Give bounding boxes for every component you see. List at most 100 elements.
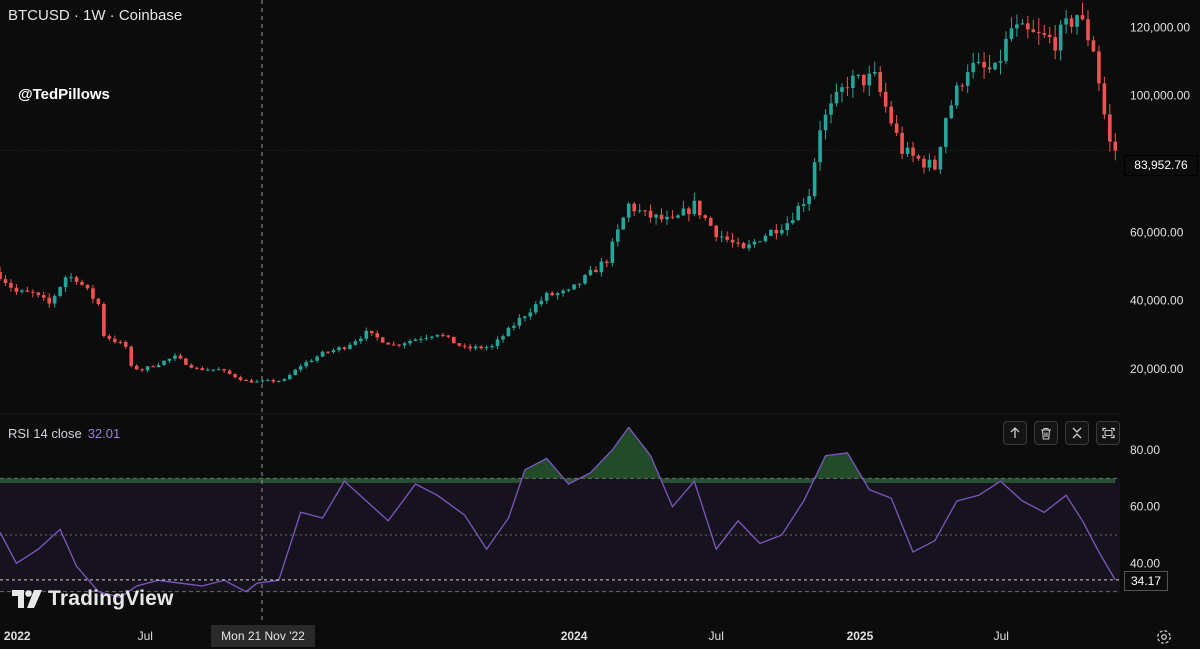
- candle-up: [615, 224, 620, 247]
- candle-up: [145, 365, 150, 373]
- time-axis-tick-label: Jul: [709, 629, 724, 643]
- candle-down: [91, 284, 95, 304]
- candle-down: [380, 336, 385, 343]
- candle-down: [1113, 133, 1118, 161]
- candle-down: [605, 259, 609, 268]
- candle-up: [747, 240, 751, 252]
- candle-up: [52, 294, 57, 308]
- candle-down: [900, 126, 904, 160]
- author-watermark: @TedPillows: [18, 86, 110, 103]
- candle-down: [36, 291, 41, 298]
- rsi-axis-tick-label: 80.00: [1130, 443, 1160, 457]
- candle-down: [1026, 15, 1030, 39]
- remove-pane-button[interactable]: [1034, 421, 1058, 445]
- candle-down: [845, 76, 850, 97]
- candlestick-series: [0, 2, 1118, 384]
- candle-down: [189, 363, 194, 369]
- candle-up: [353, 339, 358, 347]
- candle-down: [113, 335, 117, 344]
- candle-up: [533, 300, 538, 315]
- candle-down: [25, 286, 30, 293]
- candle-up: [162, 360, 166, 367]
- candle-down: [883, 82, 888, 113]
- candle-down: [129, 345, 134, 368]
- candle-down: [698, 200, 702, 219]
- candle-down: [271, 378, 276, 384]
- move-pane-up-button[interactable]: [1003, 421, 1027, 445]
- candle-down: [736, 237, 740, 248]
- candle-down: [1091, 36, 1096, 53]
- last-price-badge: 83,952.76: [1124, 155, 1198, 176]
- candle-down: [342, 346, 347, 351]
- candle-up: [309, 359, 314, 363]
- candle-up: [63, 275, 68, 293]
- price-axis-tick-label: 20,000.00: [1130, 362, 1184, 376]
- candle-up: [266, 378, 270, 382]
- candle-down: [632, 201, 636, 217]
- candle-down: [889, 100, 893, 127]
- candle-up: [1015, 14, 1019, 37]
- candle-up: [654, 213, 658, 225]
- rsi-legend[interactable]: RSI 14 close 32.01: [8, 426, 120, 441]
- chart-title: BTCUSD · 1W · Coinbase: [8, 7, 183, 24]
- candle-down: [222, 368, 226, 373]
- candle-up: [348, 342, 352, 350]
- candle-up: [216, 367, 221, 371]
- candle-down: [9, 278, 13, 292]
- candle-down: [550, 290, 554, 297]
- candle-up: [840, 83, 844, 103]
- candle-up: [277, 380, 281, 383]
- candle-down: [386, 342, 390, 345]
- tradingview-logo[interactable]: TradingView: [12, 587, 174, 611]
- candle-up: [495, 336, 500, 350]
- candle-up: [588, 265, 593, 277]
- collapse-pane-button[interactable]: [1065, 421, 1089, 445]
- candle-down: [1102, 76, 1107, 120]
- candle-down: [1053, 25, 1057, 60]
- candle-down: [730, 233, 735, 248]
- time-axis-tick-label: 2024: [561, 629, 588, 643]
- time-axis-tick-label: Jul: [138, 629, 153, 643]
- candle-down: [107, 334, 112, 341]
- candle-down: [1047, 26, 1052, 44]
- candle-up: [1020, 18, 1025, 25]
- candle-up: [293, 368, 298, 376]
- rsi-line: [0, 426, 1116, 599]
- trash-icon: [1041, 427, 1051, 440]
- time-axis-tick-label: 2022: [4, 629, 31, 643]
- candle-up: [752, 238, 757, 248]
- candle-up: [512, 322, 516, 331]
- rsi-legend-name: RSI 14 close: [8, 426, 82, 441]
- candle-down: [659, 208, 664, 223]
- candle-up: [69, 273, 73, 283]
- candle-up: [424, 334, 429, 341]
- candle-up: [758, 240, 762, 243]
- candle-down: [151, 365, 155, 368]
- candle-down: [1031, 19, 1036, 33]
- candle-down: [102, 302, 106, 338]
- pane-toolbar: [1003, 421, 1120, 445]
- candle-up: [976, 52, 981, 65]
- candle-down: [670, 210, 675, 220]
- price-axis-tick-label: 60,000.00: [1130, 225, 1184, 239]
- candle-up: [944, 117, 948, 154]
- candle-up: [851, 69, 855, 98]
- candle-up: [320, 350, 325, 358]
- candle-down: [714, 225, 719, 242]
- candle-down: [922, 155, 926, 174]
- candle-up: [867, 65, 872, 96]
- candle-up: [413, 338, 418, 342]
- candle-up: [1075, 14, 1079, 35]
- maximize-pane-button[interactable]: [1096, 421, 1120, 445]
- candle-down: [774, 223, 779, 240]
- rsi-axis-tick-label: 40.00: [1130, 556, 1160, 570]
- candle-up: [484, 345, 489, 351]
- candle-down: [479, 345, 483, 350]
- candle-down: [878, 66, 883, 97]
- candle-up: [965, 64, 970, 93]
- candle-up: [517, 314, 522, 329]
- candle-up: [812, 157, 817, 199]
- settings-gear-icon[interactable]: [1155, 628, 1173, 646]
- candle-up: [523, 315, 527, 322]
